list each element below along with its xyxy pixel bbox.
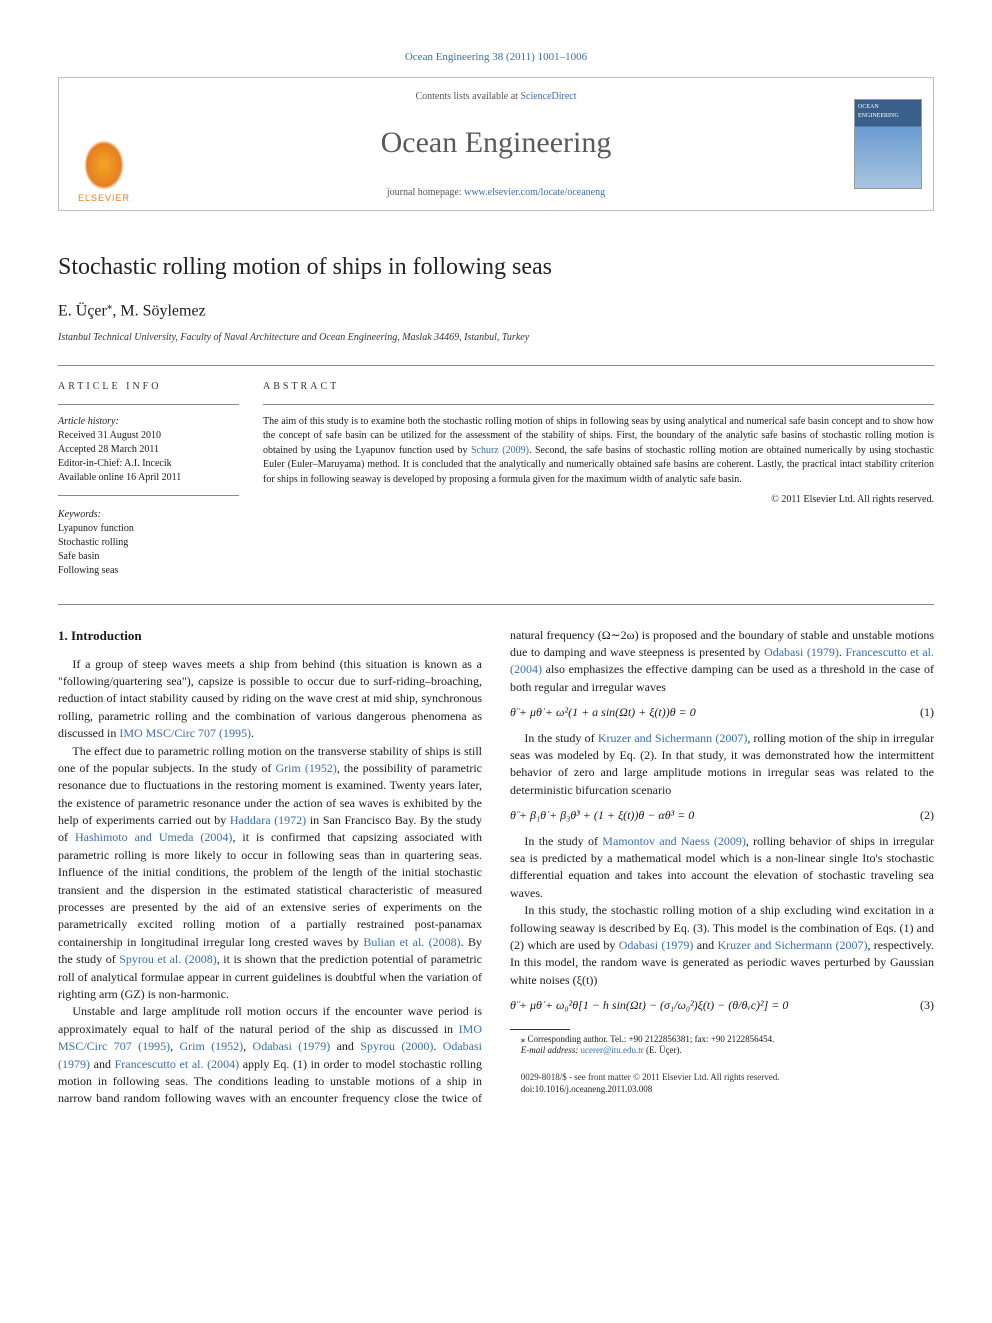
section-rule — [58, 604, 934, 605]
homepage-prefix: journal homepage: — [387, 187, 464, 198]
abstract-heading: abstract — [263, 380, 934, 405]
equation-2-number: (2) — [920, 807, 934, 824]
p3e: . — [433, 1039, 442, 1053]
keywords-block: Keywords: Lyapunov function Stochastic r… — [58, 508, 239, 578]
article-title: Stochastic rolling motion of ships in fo… — [58, 251, 934, 285]
ref-kruzer-2[interactable]: Kruzer and Sichermann (2007) — [717, 938, 867, 952]
abstract-block: abstract The aim of this study is to exa… — [263, 380, 934, 578]
affiliation: Istanbul Technical University, Faculty o… — [58, 331, 934, 345]
author-2: , M. Söylemez — [112, 302, 205, 319]
footnote-email: E-mail address: ucerer@itu.edu.tr (E. Üç… — [510, 1045, 934, 1057]
p3d: and — [330, 1039, 360, 1053]
ref-spyrou-2000[interactable]: Spyrou (2000) — [360, 1039, 433, 1053]
article-info-heading: article info — [58, 380, 239, 405]
ref-imo-1[interactable]: IMO MSC/Circ 707 (1995) — [119, 726, 251, 740]
equation-1-row: θ̈ + μθ̇ + ω²(1 + a sin(Ωt) + ξ(t))θ = 0… — [510, 704, 934, 721]
p3f: and — [90, 1057, 115, 1071]
keyword-2: Stochastic rolling — [58, 536, 239, 550]
footer-doi: doi:10.1016/j.oceaneng.2011.03.008 — [510, 1084, 934, 1096]
elsevier-tree-icon — [84, 140, 124, 190]
ref-bulian[interactable]: Bulian et al. (2008) — [363, 935, 460, 949]
equation-2: θ̈ + β₁θ̇ + β₃θ̇³ + (1 + ξ(t))θ − αθ³ = … — [510, 807, 694, 824]
journal-reference: Ocean Engineering 38 (2011) 1001–1006 — [58, 50, 934, 65]
history-online: Available online 16 April 2011 — [58, 471, 239, 485]
sciencedirect-link[interactable]: ScienceDirect — [520, 91, 576, 102]
header-center: Contents lists available at ScienceDirec… — [149, 78, 843, 210]
keyword-4: Following seas — [58, 564, 239, 578]
ref-francescutto-1[interactable]: Francescutto et al. (2004) — [115, 1057, 240, 1071]
ref-mamontov[interactable]: Mamontov and Naess (2009) — [602, 834, 746, 848]
equation-1-number: (1) — [920, 704, 934, 721]
equation-3: θ̈ + μθ̇ + ω₀²θ[1 − h sin(Ωt) − (σ₁/ω₀²)… — [510, 997, 788, 1014]
footnote-corresponding: ⁎ Corresponding author. Tel.: +90 212285… — [510, 1034, 934, 1046]
meta-row: article info Article history: Received 3… — [58, 365, 934, 578]
history-editor: Editor-in-Chief: A.I. Incecik — [58, 457, 239, 471]
history-received: Received 31 August 2010 — [58, 429, 239, 443]
para-1: If a group of steep waves meets a ship f… — [58, 656, 482, 743]
footer-issn: 0029-8018/$ - see front matter © 2011 El… — [510, 1071, 934, 1084]
para-5: In the study of Mamontov and Naess (2009… — [510, 833, 934, 903]
email-label: E-mail address: — [521, 1045, 581, 1055]
p4a: In the study of — [524, 731, 597, 745]
ref-odabasi-4[interactable]: Odabasi (1979) — [619, 938, 694, 952]
p3c: , — [243, 1039, 252, 1053]
ref-grim-1[interactable]: Grim (1952) — [275, 761, 336, 775]
homepage-line: journal homepage: www.elsevier.com/locat… — [159, 186, 833, 200]
ref-odabasi-1[interactable]: Odabasi (1979) — [253, 1039, 331, 1053]
elsevier-logo: ELSEVIER — [69, 124, 139, 204]
contents-line: Contents lists available at ScienceDirec… — [159, 90, 833, 104]
ref-haddara[interactable]: Haddara (1972) — [230, 813, 306, 827]
keyword-1: Lyapunov function — [58, 522, 239, 536]
p1b: . — [251, 726, 254, 740]
equation-2-row: θ̈ + β₁θ̇ + β₃θ̇³ + (1 + ξ(t))θ − αθ³ = … — [510, 807, 934, 824]
p5a: In the study of — [524, 834, 602, 848]
journal-title: Ocean Engineering — [159, 122, 833, 164]
keyword-3: Safe basin — [58, 550, 239, 564]
publisher-name: ELSEVIER — [78, 192, 130, 205]
footnote-block: ⁎ Corresponding author. Tel.: +90 212285… — [510, 1029, 934, 1096]
para-4: In the study of Kruzer and Sichermann (2… — [510, 730, 934, 800]
abstract-text: The aim of this study is to examine both… — [263, 415, 934, 488]
equation-3-row: θ̈ + μθ̇ + ω₀²θ[1 − h sin(Ωt) − (σ₁/ω₀²)… — [510, 997, 934, 1014]
journal-cover-thumbnail: OCEAN ENGINEERING — [854, 99, 922, 189]
equation-1: θ̈ + μθ̇ + ω²(1 + a sin(Ωt) + ξ(t))θ = 0 — [510, 704, 696, 721]
homepage-link[interactable]: www.elsevier.com/locate/oceaneng — [464, 187, 605, 198]
ref-grim-2[interactable]: Grim (1952) — [179, 1039, 243, 1053]
history-accepted: Accepted 28 March 2011 — [58, 443, 239, 457]
p3a: Unstable and large amplitude roll motion… — [58, 1004, 482, 1035]
email-link[interactable]: ucerer@itu.edu.tr — [580, 1045, 643, 1055]
p3i: also emphasizes the effective damping ca… — [510, 662, 934, 693]
p6b: and — [693, 938, 717, 952]
equation-3-number: (3) — [920, 997, 934, 1014]
para-2: The effect due to parametric rolling mot… — [58, 743, 482, 1004]
p2d: , it is confirmed that capsizing associa… — [58, 830, 482, 948]
abstract-ref-schurz[interactable]: Schurz (2009) — [471, 445, 529, 456]
footnote-rule — [510, 1029, 570, 1030]
abstract-copyright: © 2011 Elsevier Ltd. All rights reserved… — [263, 493, 934, 507]
publisher-logo-cell: ELSEVIER — [59, 78, 149, 210]
ref-odabasi-3[interactable]: Odabasi (1979) — [764, 645, 839, 659]
article-info-block: article info Article history: Received 3… — [58, 380, 263, 578]
body-columns: 1. Introduction If a group of steep wave… — [58, 627, 934, 1108]
authors-line: E. Üçer⁎, M. Söylemez — [58, 299, 934, 323]
email-who: (E. Üçer). — [644, 1045, 682, 1055]
history-block: Article history: Received 31 August 2010… — [58, 415, 239, 496]
section-1-heading: 1. Introduction — [58, 627, 482, 646]
author-1: E. Üçer — [58, 302, 107, 319]
history-label: Article history: — [58, 415, 239, 429]
ref-kruzer-1[interactable]: Kruzer and Sichermann (2007) — [598, 731, 748, 745]
ref-hashimoto[interactable]: Hashimoto and Umeda (2004) — [75, 830, 232, 844]
para-6: In this study, the stochastic rolling mo… — [510, 902, 934, 989]
ref-spyrou-2008[interactable]: Spyrou et al. (2008) — [119, 952, 217, 966]
cover-label: OCEAN ENGINEERING — [858, 104, 899, 118]
contents-prefix: Contents lists available at — [415, 91, 520, 102]
keywords-label: Keywords: — [58, 508, 239, 522]
journal-header: ELSEVIER Contents lists available at Sci… — [58, 77, 934, 211]
cover-thumb-cell: OCEAN ENGINEERING — [843, 78, 933, 210]
